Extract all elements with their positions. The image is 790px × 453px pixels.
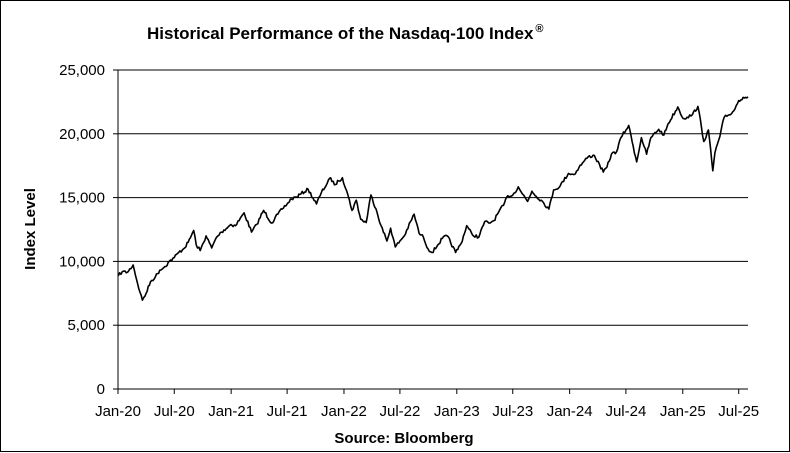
x-tick-label-9: Jul-24: [605, 403, 646, 420]
series-group: [117, 96, 749, 301]
x-tick-label-5: Jul-22: [379, 403, 420, 420]
y-tick-label-2: 10,000: [59, 253, 105, 270]
x-tick-label-6: Jan-23: [434, 403, 480, 420]
x-tick-label-1: Jul-20: [154, 403, 195, 420]
x-tick-label-8: Jan-24: [547, 403, 593, 420]
x-tick-label-11: Jul-25: [718, 403, 759, 420]
registered-mark: ®: [535, 23, 543, 35]
x-tick-label-0: Jan-20: [95, 403, 141, 420]
x-tick-label-10: Jan-25: [660, 403, 706, 420]
chart-title: Historical Performance of the Nasdaq-100…: [147, 23, 544, 43]
grid-lines: [118, 69, 748, 326]
y-tick-label-4: 20,000: [59, 126, 105, 143]
y-tick-label-1: 5,000: [67, 317, 105, 334]
y-axis-label: Index Level: [22, 188, 39, 270]
x-tick-label-3: Jul-21: [267, 403, 308, 420]
x-axis-label: Source: Bloomberg: [334, 430, 473, 447]
x-tick-label-4: Jan-22: [321, 403, 367, 420]
y-tick-label-3: 15,000: [59, 190, 105, 207]
x-tick-label-2: Jan-21: [208, 403, 254, 420]
x-tick-label-7: Jul-23: [492, 403, 533, 420]
x-axis-ticks: Jan-20 Jul-20 Jan-21 Jul-21 Jan-22 Jul-22 Jan-…: [95, 389, 759, 420]
y-tick-label-0: 0: [97, 381, 105, 398]
series-line-0: [117, 96, 749, 301]
y-tick-label-5: 25,000: [59, 62, 105, 79]
y-axis-ticks: 0 5,000 10,000 15,000 20,000 25,000: [59, 62, 118, 398]
chart-title-text: Historical Performance of the Nasdaq-100…: [147, 24, 534, 43]
